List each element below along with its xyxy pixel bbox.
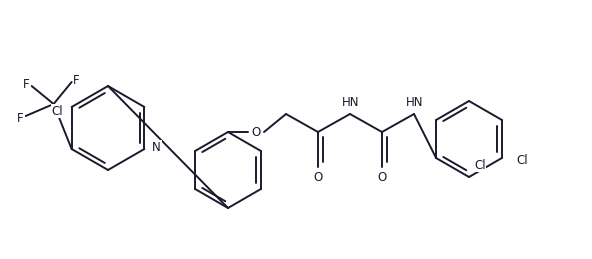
Text: F: F bbox=[23, 77, 30, 90]
Text: F: F bbox=[17, 112, 24, 125]
Text: HN: HN bbox=[406, 96, 424, 109]
Text: O: O bbox=[377, 170, 387, 183]
Text: Cl: Cl bbox=[516, 154, 527, 167]
Text: N: N bbox=[152, 140, 161, 154]
Text: O: O bbox=[252, 126, 260, 139]
Text: HN: HN bbox=[342, 96, 360, 109]
Text: Cl: Cl bbox=[474, 159, 485, 171]
Text: Cl: Cl bbox=[52, 104, 63, 118]
Text: O: O bbox=[313, 170, 323, 183]
Text: F: F bbox=[73, 74, 80, 87]
